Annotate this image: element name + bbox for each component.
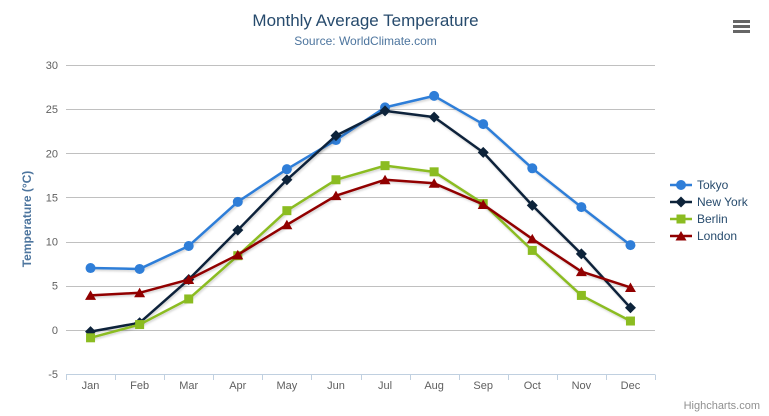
svg-text:Mar: Mar [179, 380, 198, 392]
svg-text:20: 20 [46, 148, 58, 160]
square-marker-icon [670, 214, 692, 223]
svg-text:10: 10 [46, 237, 58, 249]
diamond-marker-icon [670, 196, 692, 207]
legend-label: New York [697, 194, 748, 209]
svg-text:0: 0 [52, 325, 58, 337]
svg-text:Jun: Jun [327, 380, 345, 392]
circle-marker-icon [670, 179, 692, 190]
svg-text:Nov: Nov [572, 380, 592, 392]
legend: Tokyo New York Berlin London [670, 176, 748, 244]
legend-item-london[interactable]: London [670, 227, 748, 244]
series-berlin[interactable] [86, 161, 635, 343]
svg-text:25: 25 [46, 104, 58, 116]
svg-text:Dec: Dec [621, 380, 641, 392]
series-new-york[interactable] [85, 105, 636, 338]
x-axis: Jan Feb Mar Apr May Jun Jul Aug Sep Oct Nov Dec [66, 374, 656, 392]
y-axis-title: Temperature (°C) [20, 170, 34, 268]
chart-title: Monthly Average Temperature [252, 11, 479, 30]
series-london[interactable] [85, 174, 636, 300]
legend-label: Tokyo [697, 177, 729, 192]
legend-item-tokyo[interactable]: Tokyo [670, 176, 748, 193]
svg-text:Oct: Oct [524, 380, 541, 392]
svg-text:May: May [276, 380, 297, 392]
y-axis: -5 0 5 10 15 20 25 30 [46, 60, 655, 381]
hamburger-icon [733, 20, 750, 33]
svg-text:Feb: Feb [130, 380, 149, 392]
svg-text:-5: -5 [48, 369, 58, 381]
svg-text:Sep: Sep [473, 380, 493, 392]
legend-item-new-york[interactable]: New York [670, 193, 748, 210]
svg-text:Apr: Apr [229, 380, 246, 392]
svg-text:30: 30 [46, 60, 58, 72]
chart-subtitle: Source: WorldClimate.com [294, 34, 437, 48]
svg-text:Aug: Aug [424, 380, 444, 392]
legend-label: Berlin [697, 211, 728, 226]
triangle-marker-icon [670, 230, 692, 240]
series-tokyo[interactable] [85, 90, 636, 274]
svg-text:5: 5 [52, 281, 58, 293]
svg-text:Jul: Jul [378, 380, 392, 392]
credits-link[interactable]: Highcharts.com [683, 400, 760, 412]
legend-label: London [697, 228, 738, 243]
svg-text:Jan: Jan [82, 380, 100, 392]
legend-item-berlin[interactable]: Berlin [670, 210, 748, 227]
export-menu-button[interactable] [733, 20, 750, 35]
svg-text:15: 15 [46, 192, 58, 204]
